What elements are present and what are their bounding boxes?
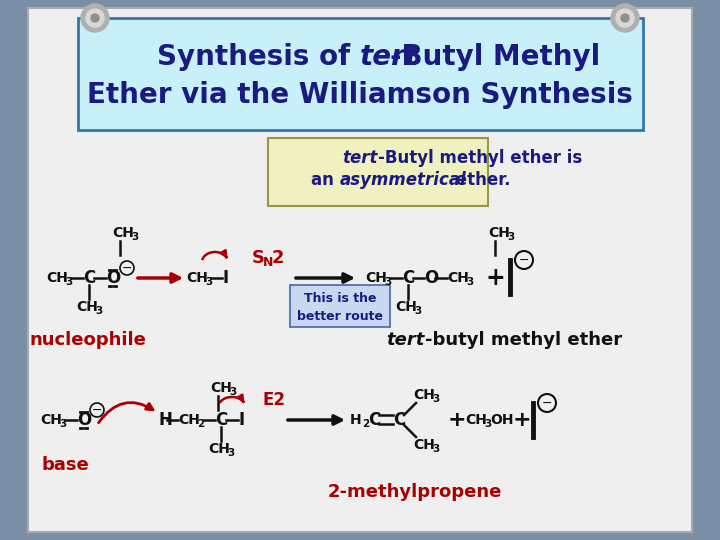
Text: This is the: This is the (304, 293, 377, 306)
FancyBboxPatch shape (268, 138, 488, 206)
Text: −: − (122, 261, 132, 274)
Text: C: C (402, 269, 414, 287)
Text: I: I (238, 411, 244, 429)
Text: C: C (393, 411, 405, 429)
Text: +: + (448, 410, 467, 430)
Text: better route: better route (297, 309, 383, 322)
Text: CH: CH (413, 388, 435, 402)
Text: E2: E2 (262, 391, 285, 409)
Text: 2: 2 (272, 249, 284, 267)
Circle shape (81, 4, 109, 32)
Text: 3: 3 (229, 387, 236, 397)
Text: CH: CH (395, 300, 417, 314)
Text: CH: CH (76, 300, 98, 314)
Text: CH: CH (208, 442, 230, 456)
Text: Ether via the Williamson Synthesis: Ether via the Williamson Synthesis (87, 81, 633, 109)
Text: tert: tert (387, 331, 425, 349)
Text: 3: 3 (227, 448, 234, 458)
Text: 3: 3 (205, 277, 212, 287)
Text: base: base (41, 456, 89, 474)
Text: asymmetrical: asymmetrical (340, 171, 467, 189)
FancyBboxPatch shape (290, 285, 390, 327)
Text: 3: 3 (466, 277, 473, 287)
Circle shape (91, 14, 99, 22)
Text: CH: CH (46, 271, 68, 285)
Text: 3: 3 (432, 394, 439, 404)
Text: CH: CH (465, 413, 487, 427)
Text: O: O (106, 269, 120, 287)
Text: 2-methylpropene: 2-methylpropene (328, 483, 502, 501)
Text: 3: 3 (131, 232, 138, 242)
Text: an: an (311, 171, 340, 189)
Text: CH: CH (178, 413, 200, 427)
Text: -butyl methyl ether: -butyl methyl ether (425, 331, 622, 349)
Text: −: − (91, 403, 102, 416)
Text: I: I (222, 269, 228, 287)
FancyBboxPatch shape (28, 8, 692, 532)
Text: nucleophile: nucleophile (30, 331, 146, 349)
Text: 3: 3 (432, 444, 439, 454)
Text: S: S (252, 249, 265, 267)
Text: 3: 3 (414, 306, 421, 316)
Text: CH: CH (210, 381, 232, 395)
Text: OH: OH (490, 413, 513, 427)
Text: -Butyl methyl ether is: -Butyl methyl ether is (378, 149, 582, 167)
Text: 3: 3 (59, 419, 66, 429)
Text: 3: 3 (95, 306, 102, 316)
Text: 2: 2 (197, 419, 204, 429)
Text: C: C (368, 411, 380, 429)
Text: ether.: ether. (450, 171, 510, 189)
Text: CH: CH (413, 438, 435, 452)
Text: CH: CH (186, 271, 208, 285)
Text: CH: CH (40, 413, 62, 427)
Text: -Butyl Methyl: -Butyl Methyl (390, 43, 600, 71)
Text: H: H (158, 411, 172, 429)
Text: CH: CH (488, 226, 510, 240)
Text: C: C (215, 411, 228, 429)
Text: tert: tert (360, 43, 419, 71)
Text: CH: CH (365, 271, 387, 285)
Text: +: + (485, 266, 505, 290)
Text: CH: CH (112, 226, 134, 240)
Text: 3: 3 (484, 419, 491, 429)
FancyBboxPatch shape (78, 18, 643, 130)
Circle shape (621, 14, 629, 22)
Text: C: C (83, 269, 95, 287)
Text: N: N (263, 256, 274, 269)
Text: Synthesis of: Synthesis of (157, 43, 360, 71)
Text: 2: 2 (362, 419, 369, 429)
Text: −: − (541, 396, 552, 409)
Text: O: O (424, 269, 438, 287)
Text: −: − (518, 253, 529, 267)
Circle shape (86, 9, 104, 27)
Text: 3: 3 (384, 277, 391, 287)
Text: +: + (513, 410, 531, 430)
Text: CH: CH (447, 271, 469, 285)
Circle shape (616, 9, 634, 27)
Text: H: H (350, 413, 361, 427)
Text: O: O (77, 411, 91, 429)
Text: tert: tert (343, 149, 378, 167)
Text: 3: 3 (65, 277, 72, 287)
Text: 3: 3 (507, 232, 514, 242)
Circle shape (611, 4, 639, 32)
